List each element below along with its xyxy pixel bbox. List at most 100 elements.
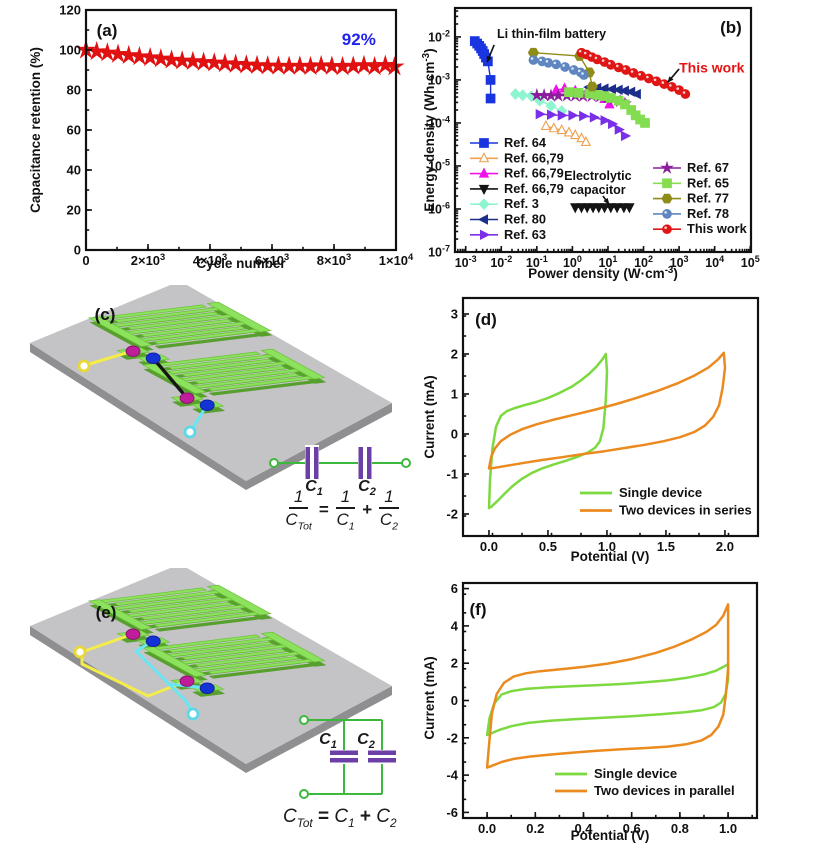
series-single-device	[487, 352, 609, 510]
chart-cv-parallel: 0.0 0.2 0.4 0.6 0.8 1.0 -6 -4 -2 0 2 4 6 Potential (V…	[422, 581, 759, 843]
svg-text:Cycle number: Cycle number	[196, 256, 286, 271]
svg-text:Two devices in series: Two devices in series	[619, 503, 752, 518]
svg-text:1: 1	[451, 387, 458, 402]
parallel-capacitance-formula: CTot = C1 + C2	[283, 806, 397, 830]
panel-label-e: (e)	[96, 603, 117, 622]
plot-series	[485, 603, 730, 769]
blue-contact-2	[199, 682, 215, 694]
panel-label-c: (c)	[95, 305, 116, 324]
svg-text:C2: C2	[358, 478, 376, 498]
svg-text:Ref. 66,79: Ref. 66,79	[504, 150, 564, 165]
svg-text:92%: 92%	[342, 30, 376, 49]
series-ref-63	[535, 108, 632, 142]
svg-text:Ref. 63: Ref. 63	[504, 227, 546, 242]
blue-contact-1	[145, 635, 161, 647]
svg-text:0.4: 0.4	[574, 821, 593, 836]
plot-series	[75, 39, 405, 76]
series-ref-66-79	[570, 203, 635, 214]
svg-text:-1: -1	[446, 467, 458, 482]
cyan-parallel-wire	[134, 639, 193, 712]
svg-text:40: 40	[67, 163, 81, 178]
blue-contact-1	[145, 352, 161, 364]
svg-text:2.0: 2.0	[716, 539, 734, 554]
axes: 0.0 0.2 0.4 0.6 0.8 1.0 -6 -4 -2 0 2 4 6	[446, 581, 759, 836]
yellow-terminal	[73, 645, 87, 659]
svg-text:-4: -4	[446, 768, 458, 783]
magenta-contact-2	[179, 392, 195, 404]
svg-text:1.0: 1.0	[598, 539, 616, 554]
svg-text:1×104: 1×104	[379, 252, 414, 268]
plus-sign: +	[359, 806, 371, 827]
blue-contact-2	[199, 399, 215, 411]
series-two-devices-in-parallel	[485, 603, 730, 769]
svg-text:0.0: 0.0	[478, 821, 496, 836]
svg-text:Electrolytic: Electrolytic	[564, 169, 631, 183]
svg-text:Capacitance retention (%): Capacitance retention (%)	[28, 47, 43, 213]
schematic-series-connection: (c) C1 C2	[30, 285, 411, 498]
circuit-diagram: C1 C2	[269, 445, 411, 498]
svg-text:20: 20	[67, 203, 81, 218]
svg-text:0.2: 0.2	[526, 821, 544, 836]
fraction-c1: 1 C1	[335, 487, 356, 532]
svg-text:Potential (V): Potential (V)	[571, 549, 650, 564]
svg-text:Ref. 78: Ref. 78	[687, 206, 729, 221]
svg-text:60: 60	[67, 123, 81, 138]
svg-text:10-3: 10-3	[428, 71, 450, 87]
svg-text:10-7: 10-7	[428, 244, 450, 260]
svg-text:Li thin-film battery: Li thin-film battery	[497, 27, 606, 41]
svg-text:102: 102	[634, 254, 653, 270]
svg-text:105: 105	[741, 254, 760, 270]
svg-text:2: 2	[451, 656, 458, 671]
svg-text:Ref. 3: Ref. 3	[504, 196, 539, 211]
svg-text:0: 0	[451, 693, 458, 708]
plus-sign: +	[362, 499, 373, 519]
axis-labels: Potential (V) Current (mA) (d)	[422, 310, 649, 564]
plot-series	[469, 36, 691, 214]
axes: 10-3 10-2 10-1 100 101 102 103 104 105 10-2 10-3 10…	[428, 6, 760, 270]
series-capacitance-retention	[75, 39, 405, 76]
svg-text:Two devices in parallel: Two devices in parallel	[594, 783, 735, 798]
svg-text:10-2: 10-2	[490, 254, 512, 270]
svg-text:4×103: 4×103	[193, 252, 228, 268]
svg-text:Ref. 80: Ref. 80	[504, 212, 546, 227]
annotations: 92%	[342, 30, 376, 49]
svg-text:-6: -6	[446, 805, 458, 820]
schematic-parallel-connection: (e) C1 C2	[30, 568, 398, 799]
svg-text:0: 0	[74, 243, 81, 258]
svg-text:0: 0	[451, 427, 458, 442]
svg-text:Ref. 65: Ref. 65	[687, 175, 729, 190]
yellow-lead-wire	[84, 349, 135, 367]
svg-text:Current (mA): Current (mA)	[422, 375, 437, 458]
equals-sign: =	[317, 806, 330, 827]
svg-text:0.5: 0.5	[539, 539, 557, 554]
svg-text:Ref. 66,79: Ref. 66,79	[504, 166, 564, 181]
svg-text:6: 6	[451, 581, 458, 596]
magenta-contact-1	[125, 345, 141, 357]
svg-text:This work: This work	[687, 221, 748, 236]
contact-dots	[125, 345, 215, 411]
formula-denominator: CTot	[285, 509, 312, 532]
magenta-contact-1	[125, 628, 141, 640]
series-ref-66-79	[540, 119, 592, 147]
svg-text:0: 0	[82, 253, 89, 268]
svg-text:Ref. 66,79: Ref. 66,79	[504, 181, 564, 196]
panel-label-a: (a)	[97, 21, 118, 40]
series-ref-64	[469, 36, 496, 104]
series-two-devices-in-series	[487, 351, 727, 470]
axis-labels: Power density (W·cm-3) Energy density (Wh…	[421, 18, 742, 281]
formula-numerator: 1	[288, 487, 309, 509]
equals-sign: =	[318, 499, 329, 519]
svg-text:80: 80	[67, 83, 81, 98]
svg-text:C1: C1	[319, 731, 337, 751]
schematic-e: (e) C1 C2	[30, 568, 398, 799]
series-capacitance-formula: 1 CTot = 1 C1 + 1 C2	[266, 487, 418, 532]
svg-text:0.0: 0.0	[480, 539, 498, 554]
svg-text:Potential (V): Potential (V)	[571, 828, 650, 843]
svg-text:6×103: 6×103	[255, 252, 290, 268]
svg-text:This work: This work	[679, 59, 745, 75]
svg-text:10-3: 10-3	[455, 254, 477, 270]
chart-ragone-plot: 10-3 10-2 10-1 100 101 102 103 104 105 10-2 10-3 10…	[421, 6, 760, 281]
svg-text:-2: -2	[446, 507, 458, 522]
svg-text:Ref. 64: Ref. 64	[504, 135, 547, 150]
svg-text:-2: -2	[446, 730, 458, 745]
